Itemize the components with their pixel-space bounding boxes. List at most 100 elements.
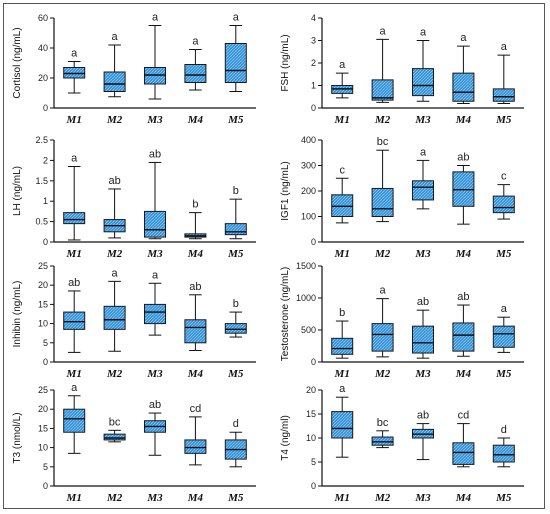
x-tick-label: M5 (495, 248, 512, 260)
significance-letter: ab (457, 291, 469, 303)
box-body (371, 323, 394, 352)
y-tick-label: 15 (306, 409, 316, 419)
box-M1: b M1 (331, 307, 354, 380)
y-tick-label: 500 (301, 325, 316, 335)
box-body (224, 323, 247, 334)
significance-letter: b (192, 199, 198, 211)
y-tick-label: 15 (38, 423, 48, 433)
chart-panel-4: 0 100 200 300 400 IGF1 (ng/mL) c M1 bc M2 a M3 ab M4 c… (280, 135, 524, 260)
significance-letter: d (501, 424, 507, 436)
significance-letter: ab (417, 410, 429, 422)
y-tick-label: 1500 (296, 261, 316, 271)
y-axis-label: IGF1 (ng/mL) (280, 161, 291, 220)
box-body (331, 337, 354, 355)
y-tick-label: 0 (43, 103, 48, 113)
y-tick-label: 5 (43, 338, 48, 348)
x-tick-label: M4 (455, 248, 472, 260)
chart-panel-8: 0 5 10 15 20 T4 (ng/ml) a M1 bc M2 ab M3 cd M4 d M5 (280, 383, 524, 504)
y-axis-label: T3 (nmol/L) (12, 412, 23, 463)
box-body (331, 411, 354, 439)
box-M2: bc M2 (371, 136, 394, 260)
box-M4: ab M4 (452, 291, 475, 380)
x-tick-label: M2 (106, 114, 123, 126)
x-tick-label: M1 (334, 368, 350, 380)
y-tick-label: 1.5 (35, 176, 48, 186)
box-M5: a M5 (492, 41, 515, 126)
significance-letter: a (420, 27, 427, 39)
x-tick-label: M3 (414, 368, 431, 380)
box-body (103, 71, 126, 92)
x-tick-label: M1 (334, 492, 350, 504)
box-body (184, 439, 207, 454)
box-body (103, 305, 126, 330)
significance-letter: a (339, 59, 346, 71)
significance-letter: a (380, 25, 387, 37)
y-tick-label: 10 (38, 443, 48, 453)
box-M4: ab M4 (452, 152, 475, 260)
x-tick-label: M5 (495, 368, 512, 380)
x-tick-label: M1 (334, 248, 350, 260)
x-tick-label: M3 (146, 368, 163, 380)
box-M4: cd M4 (452, 410, 475, 504)
x-tick-label: M4 (187, 114, 204, 126)
box-M3: a M3 (411, 146, 435, 260)
y-tick-label: 2 (43, 155, 48, 165)
significance-letter: a (112, 31, 119, 43)
x-tick-label: M2 (374, 114, 391, 126)
chart-panel-1: 0 20 40 60 Cortisol (ng/mL) a M1 a M2 a M3 a M4 a M5 (12, 12, 256, 126)
box-body (224, 43, 247, 83)
box-body (63, 67, 86, 79)
chart-panel-7: 0 5 10 15 20 25 T3 (nmol/L) a M1 bc M2 ab M3 cd M4 d M5 (12, 382, 256, 504)
box-body (143, 210, 167, 238)
y-tick-label: 1 (311, 81, 316, 91)
y-tick-label: 400 (301, 135, 316, 145)
x-tick-label: M2 (374, 492, 391, 504)
x-tick-label: M5 (227, 492, 244, 504)
x-tick-label: M4 (187, 368, 204, 380)
x-tick-label: M5 (227, 368, 244, 380)
y-tick-label: 20 (38, 404, 48, 414)
x-tick-label: M4 (455, 114, 472, 126)
significance-letter: a (71, 48, 78, 60)
y-tick-label: 0 (311, 103, 316, 113)
significance-letter: a (233, 12, 240, 24)
box-M3: ab M3 (411, 296, 435, 380)
x-tick-label: M5 (227, 114, 244, 126)
significance-letter: b (233, 298, 239, 310)
x-tick-label: M2 (106, 248, 123, 260)
y-axis-label: T4 (ng/ml) (280, 415, 291, 461)
box-M4: cd M4 (184, 403, 207, 504)
significance-letter: a (152, 269, 159, 281)
x-tick-label: M3 (146, 114, 163, 126)
box-body (224, 223, 247, 236)
box-M2: a M2 (103, 31, 126, 126)
y-tick-label: 1000 (296, 293, 316, 303)
box-M4: b M4 (184, 199, 207, 260)
x-tick-label: M5 (495, 492, 512, 504)
x-tick-label: M3 (414, 492, 431, 504)
box-M1: a M1 (63, 382, 86, 504)
box-body (492, 195, 515, 214)
box-M2: a M2 (371, 25, 394, 126)
box-M2: a M2 (103, 267, 126, 380)
box-M1: ab M1 (63, 277, 86, 380)
y-tick-label: 20 (38, 73, 48, 83)
significance-letter: c (339, 164, 345, 176)
significance-letter: a (152, 12, 159, 24)
significance-letter: ab (149, 399, 161, 411)
y-tick-label: 0 (43, 357, 48, 367)
y-tick-label: 300 (301, 161, 316, 171)
x-tick-label: M4 (187, 248, 204, 260)
significance-letter: b (339, 307, 345, 319)
y-tick-label: 1 (43, 196, 48, 206)
significance-letter: d (233, 418, 239, 430)
x-tick-label: M4 (455, 492, 472, 504)
y-axis-label: Testosterone (ng/mL) (280, 267, 291, 362)
significance-letter: ab (417, 296, 429, 308)
box-M4: a M4 (452, 32, 475, 126)
box-M1: a M1 (63, 48, 86, 126)
box-M3: ab M3 (411, 410, 435, 504)
x-tick-label: M4 (187, 492, 204, 504)
significance-letter: c (501, 171, 507, 183)
